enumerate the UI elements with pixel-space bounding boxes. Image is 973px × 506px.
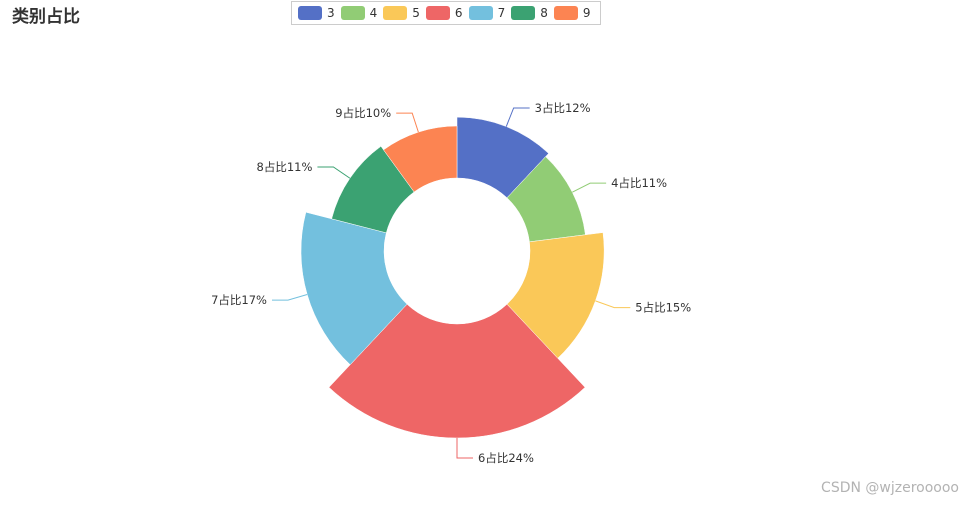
- legend-label: 3: [327, 6, 335, 20]
- label-line-5: [595, 300, 631, 309]
- legend-item-8[interactable]: 8: [511, 6, 548, 20]
- legend-swatch: [468, 6, 493, 20]
- slice-label-7: 7占比17%: [211, 293, 267, 307]
- slice-label-3: 3占比12%: [535, 101, 591, 115]
- legend-swatch: [511, 6, 536, 20]
- legend-label: 9: [582, 6, 591, 20]
- label-line-6: [456, 438, 473, 459]
- legend-item-7[interactable]: 7: [468, 6, 506, 20]
- legend-swatch: [340, 6, 365, 20]
- slice-label-6: 6占比24%: [478, 451, 534, 465]
- legend-swatch: [298, 6, 322, 20]
- label-line-7: [271, 294, 308, 301]
- slice-label-8: 8占比11%: [257, 160, 313, 174]
- legend-item-5[interactable]: 5: [383, 6, 420, 20]
- pie-slice-6[interactable]: [328, 303, 586, 439]
- legend-label: 6: [454, 6, 463, 20]
- legend-label: 7: [497, 6, 506, 20]
- label-line-3: [505, 107, 530, 127]
- pie-slice-8[interactable]: [331, 145, 415, 234]
- legend-swatch: [383, 6, 408, 20]
- legend-item-6[interactable]: 6: [425, 6, 463, 20]
- chart-legend: 3 4 5 6 7 8 9: [291, 1, 602, 25]
- pie-slice-9[interactable]: [383, 125, 458, 193]
- slice-label-9: 9占比10%: [335, 106, 391, 120]
- legend-item-9[interactable]: 9: [553, 6, 591, 20]
- legend-swatch: [425, 6, 450, 20]
- watermark: CSDN @wjzerooooo: [821, 480, 959, 496]
- legend-label: 8: [540, 6, 548, 20]
- slice-label-5: 5占比15%: [635, 301, 691, 315]
- label-line-9: [396, 112, 419, 133]
- legend-swatch: [553, 6, 578, 20]
- slice-label-4: 4占比11%: [611, 176, 667, 190]
- label-line-8: [317, 166, 351, 179]
- pie-slice-7[interactable]: [300, 211, 408, 366]
- chart-title: 类别占比: [12, 7, 80, 27]
- legend-label: 5: [412, 6, 420, 20]
- legend-label: 4: [369, 6, 378, 20]
- label-line-4: [572, 182, 607, 193]
- legend-item-3[interactable]: 3: [298, 6, 335, 20]
- legend-item-4[interactable]: 4: [340, 6, 378, 20]
